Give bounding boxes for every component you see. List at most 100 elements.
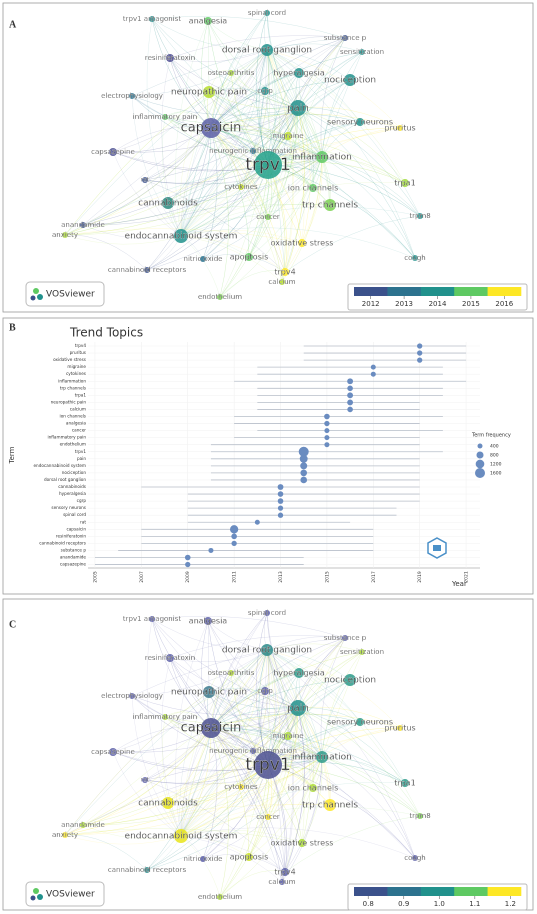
edge bbox=[208, 91, 323, 158]
node bbox=[294, 68, 304, 78]
y-tick-label: dorsal root ganglion bbox=[44, 477, 86, 482]
edge bbox=[252, 150, 323, 160]
edge bbox=[169, 57, 299, 109]
panel-label: A bbox=[9, 19, 17, 30]
edge bbox=[219, 156, 323, 298]
colorbar-segment bbox=[454, 287, 488, 296]
edge bbox=[131, 95, 323, 158]
edge bbox=[64, 764, 269, 836]
y-tick-label: neuropathic pain bbox=[51, 399, 87, 404]
node-label: cannabinoids bbox=[138, 199, 198, 209]
edge bbox=[202, 727, 218, 860]
edge bbox=[264, 90, 323, 158]
edge bbox=[180, 782, 406, 837]
edge bbox=[112, 151, 182, 237]
node-label: electrophysiology bbox=[101, 692, 163, 700]
edge bbox=[240, 649, 269, 788]
legend-label: 400 bbox=[490, 444, 499, 450]
node bbox=[162, 797, 174, 809]
edge bbox=[112, 107, 299, 153]
node bbox=[166, 54, 174, 62]
edge bbox=[112, 751, 269, 772]
edge bbox=[255, 12, 269, 166]
edge bbox=[248, 707, 299, 858]
node bbox=[284, 132, 292, 140]
edge bbox=[210, 127, 323, 158]
edge bbox=[240, 679, 351, 788]
node-label: trpv1 bbox=[245, 755, 290, 775]
edge bbox=[180, 235, 283, 283]
node-label: inflammatory pain bbox=[133, 113, 197, 121]
node bbox=[80, 822, 86, 828]
edge bbox=[281, 107, 305, 283]
node bbox=[129, 693, 135, 699]
edge bbox=[82, 764, 269, 826]
legend-dot bbox=[475, 459, 485, 469]
node bbox=[279, 279, 285, 285]
node-label: capsaicin bbox=[181, 721, 242, 736]
node-label: rat bbox=[141, 177, 150, 184]
edge bbox=[64, 49, 268, 236]
edge bbox=[207, 20, 269, 166]
node-label: sensory neurons bbox=[327, 718, 393, 727]
edge bbox=[210, 727, 314, 789]
edge bbox=[207, 620, 323, 758]
node bbox=[265, 814, 271, 820]
edge bbox=[297, 707, 406, 784]
edge bbox=[266, 36, 346, 51]
node-label: cancer bbox=[256, 213, 280, 221]
node-label: cough bbox=[404, 254, 425, 262]
edge bbox=[131, 637, 346, 697]
edge bbox=[320, 37, 346, 158]
dot bbox=[184, 554, 191, 561]
edge bbox=[287, 37, 346, 137]
node bbox=[284, 732, 292, 740]
node-label: osteoarthritis bbox=[208, 669, 255, 677]
edge bbox=[131, 95, 182, 237]
edge bbox=[202, 854, 286, 873]
node bbox=[166, 654, 174, 662]
dot bbox=[417, 343, 423, 349]
y-tick-label: hyperalgesia bbox=[59, 491, 86, 496]
colorbar-tick-label: 2013 bbox=[395, 300, 413, 308]
y-tick-label: endocannabinoid system bbox=[33, 463, 86, 468]
edge bbox=[208, 691, 416, 859]
legend-dot bbox=[475, 468, 485, 478]
y-tick-label: trpv1 bbox=[75, 449, 86, 454]
edge bbox=[297, 107, 311, 244]
edge bbox=[64, 234, 148, 271]
edge bbox=[210, 612, 268, 729]
colorbar-segment bbox=[354, 887, 388, 896]
edge bbox=[208, 49, 268, 93]
edge bbox=[180, 835, 283, 883]
edge bbox=[219, 870, 286, 898]
edge bbox=[164, 116, 323, 158]
legend-label: 1200 bbox=[490, 462, 502, 468]
edge bbox=[207, 20, 323, 158]
edge bbox=[219, 164, 269, 298]
node-label: apoptosis bbox=[230, 853, 269, 862]
edge bbox=[161, 657, 182, 837]
edge bbox=[151, 18, 268, 51]
node-label: trpv1 antagonist bbox=[123, 615, 181, 623]
node-label: hyperalgesia bbox=[273, 669, 325, 678]
edge bbox=[180, 79, 351, 237]
edge bbox=[321, 679, 351, 758]
edge bbox=[297, 707, 311, 844]
edge bbox=[112, 649, 268, 753]
edge bbox=[180, 49, 268, 237]
edge bbox=[64, 707, 299, 836]
edge bbox=[131, 695, 182, 837]
edge bbox=[267, 164, 416, 259]
y-tick-label: pruritus bbox=[70, 350, 86, 355]
node-label: cannabinoid receptors bbox=[108, 266, 187, 274]
edge bbox=[240, 121, 361, 188]
node-label: substance p bbox=[324, 34, 367, 42]
logo-icon bbox=[30, 295, 36, 301]
edge bbox=[267, 727, 401, 766]
edge bbox=[144, 779, 286, 873]
edge bbox=[179, 91, 210, 237]
node-label: nociception bbox=[324, 76, 376, 86]
dot bbox=[324, 413, 330, 420]
